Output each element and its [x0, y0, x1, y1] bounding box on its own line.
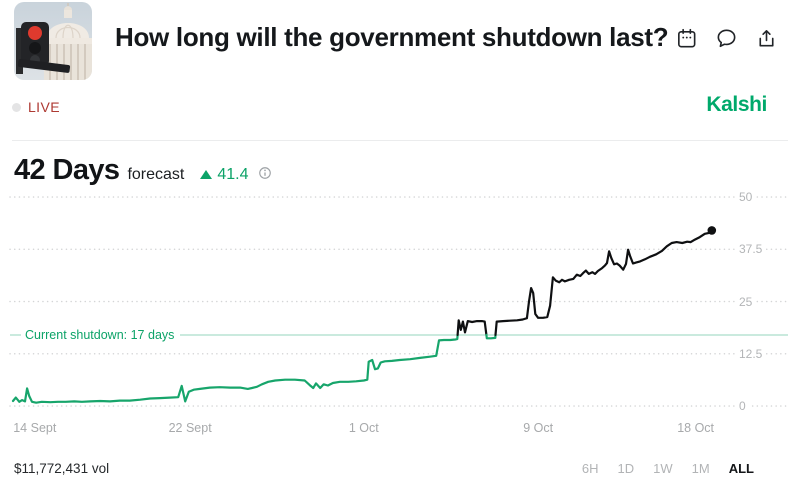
series-line [11, 333, 459, 404]
range-6h[interactable]: 6H [581, 461, 599, 476]
up-triangle-icon [200, 170, 213, 179]
comment-icon [717, 29, 736, 48]
y-axis-label: 25 [737, 294, 757, 309]
live-label: LIVE [28, 99, 60, 115]
header-actions [675, 27, 778, 50]
calendar-button[interactable] [675, 27, 698, 50]
x-axis-label: 1 Oct [348, 421, 379, 435]
share-button[interactable] [755, 27, 778, 50]
calendar-icon [678, 28, 696, 48]
y-axis-label: 37.5 [737, 242, 767, 257]
info-button[interactable] [258, 166, 272, 185]
range-1w[interactable]: 1W [653, 461, 673, 476]
series-line [494, 229, 713, 336]
info-icon [258, 167, 271, 179]
threshold-label: Current shutdown: 17 days [21, 327, 181, 342]
x-axis-label: 22 Sept [168, 421, 212, 435]
comment-button[interactable] [715, 27, 738, 50]
time-range-selector: 6H 1D 1W 1M ALL [582, 461, 754, 476]
capitol-traffic-light-image [14, 2, 92, 80]
x-axis-label: 18 Oct [677, 421, 715, 435]
header-divider [12, 140, 788, 141]
forecast-change-value: 41.4 [217, 166, 249, 183]
market-thumbnail [14, 2, 92, 80]
page-title: How long will the government shutdown la… [115, 22, 669, 53]
series-line [485, 333, 497, 340]
series-line [456, 319, 488, 336]
forecast-change: 41.4 [200, 166, 249, 184]
kalshi-logo[interactable]: Kalshi [706, 93, 767, 116]
y-axis-label: 0 [737, 399, 750, 413]
forecast-value: 42 Days [14, 154, 120, 186]
forecast-label: forecast [127, 166, 185, 183]
live-indicator: LIVE [12, 99, 60, 115]
x-axis-label: 14 Sept [13, 421, 57, 435]
live-dot-icon [12, 102, 21, 112]
volume-label: $11,772,431 vol [14, 461, 110, 476]
share-icon [759, 30, 774, 47]
range-all[interactable]: ALL [728, 461, 754, 476]
forecast-row: 42 Days forecast 41.4 [14, 154, 272, 187]
range-1m[interactable]: 1M [691, 461, 710, 476]
last-point-dot [707, 226, 717, 235]
range-1d[interactable]: 1D [617, 461, 635, 476]
y-axis-label: 50 [737, 190, 757, 204]
y-axis-label: 12.5 [737, 346, 767, 361]
x-axis-label: 9 Oct [523, 421, 554, 435]
